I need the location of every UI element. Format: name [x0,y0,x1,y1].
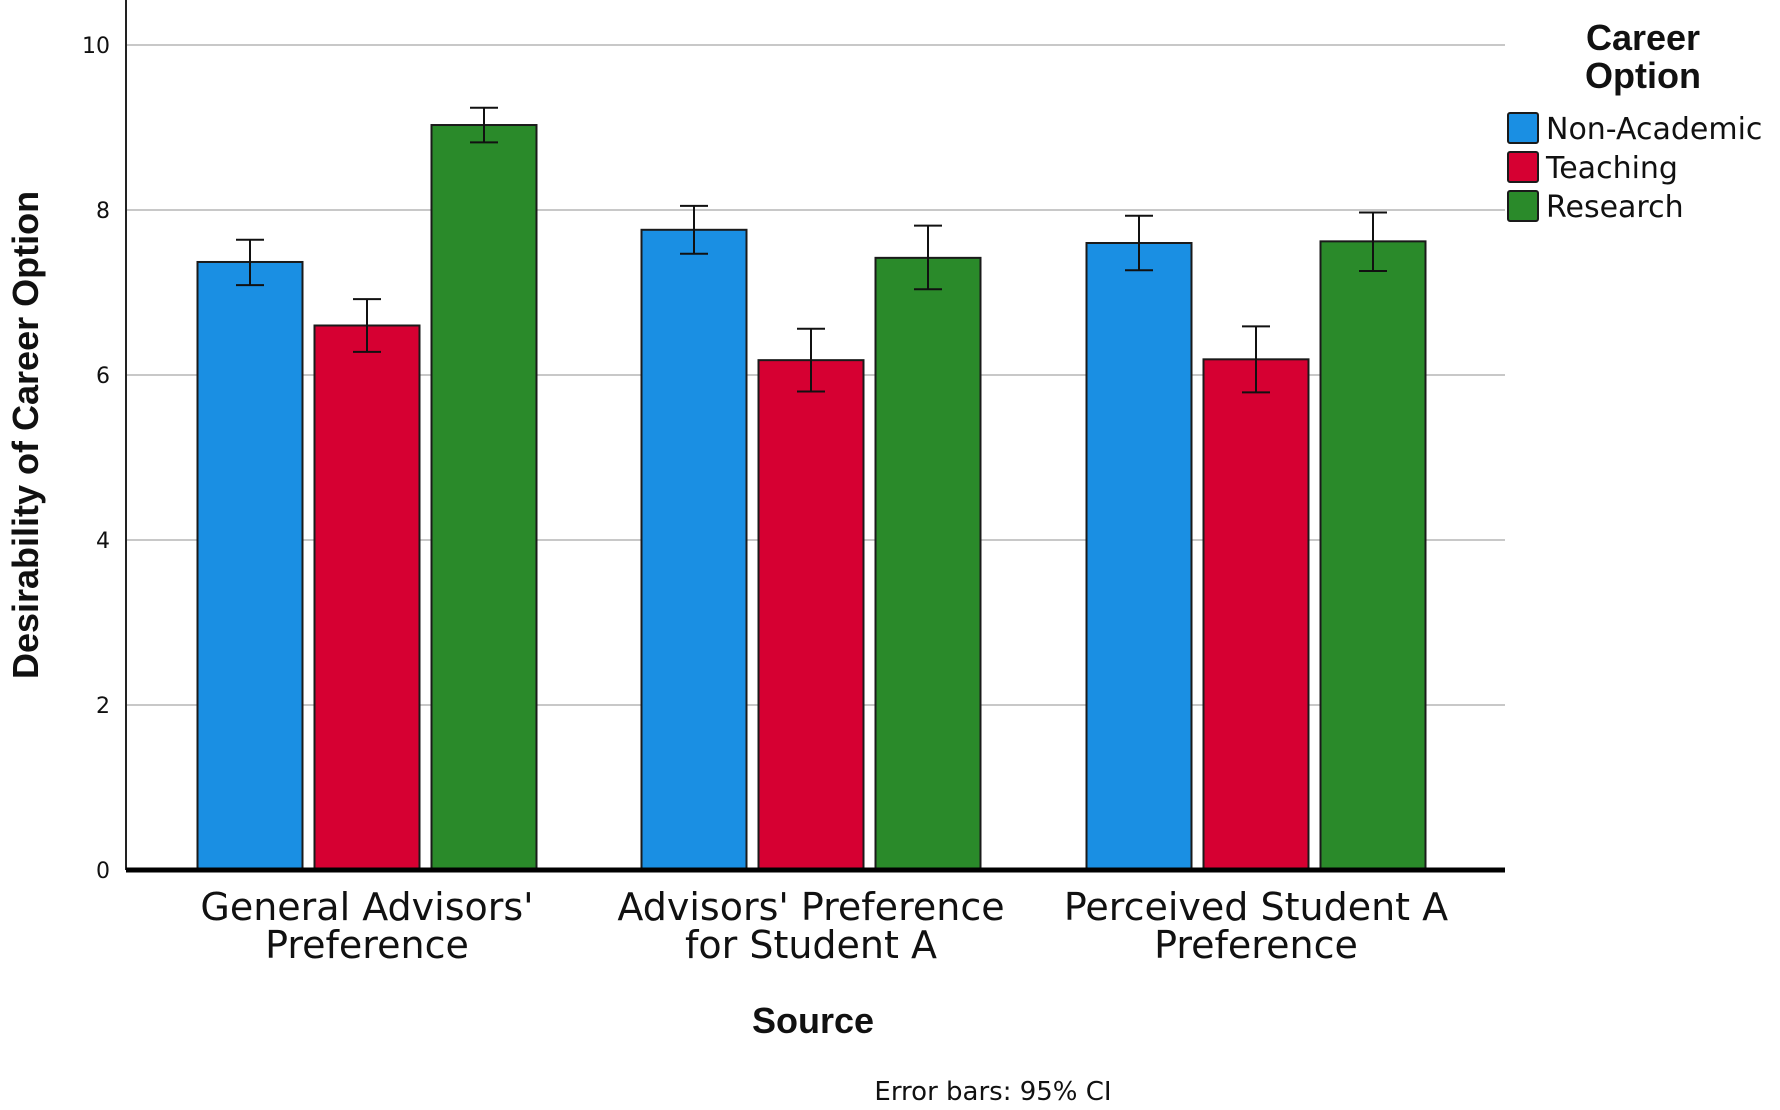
legend-swatch-1 [1507,151,1539,183]
x-category-label-0-0: General Advisors' [200,885,533,929]
y-tick-label-6: 6 [96,364,110,389]
y-tick-label-10: 10 [82,34,110,59]
y-tick-label-8: 8 [96,199,110,224]
legend-label-1: Teaching [1545,151,1678,186]
y-tick-label-4: 4 [96,529,110,554]
x-axis-title: Source [752,1000,874,1041]
bar-non-academic-0 [196,260,304,872]
x-category-label-2-0: Perceived Student A [1064,885,1448,929]
bar-teaching-1 [757,359,865,871]
bar-research-0 [430,124,538,871]
bar-research-2 [1319,240,1427,872]
x-category-label-1-0: Advisors' Preference [617,885,1004,929]
bar-non-academic-2 [1085,242,1193,871]
legend-swatch-2 [1507,190,1539,222]
legend-label-2: Research [1546,190,1684,225]
x-category-label-1-1: for Student A [685,923,937,967]
legend-title-0: Career [1586,17,1700,58]
y-tick-label-2: 2 [96,694,110,719]
legend-swatch-0 [1507,112,1539,144]
bar-teaching-2 [1202,358,1310,871]
y-tick-label-0: 0 [96,859,110,884]
x-category-label-2-1: Preference [1154,923,1358,967]
legend-label-0: Non-Academic [1546,112,1762,147]
x-category-label-0-1: Preference [265,923,469,967]
legend-title-1: Option [1585,55,1701,96]
bar-teaching-0 [313,324,421,871]
bar-research-1 [874,256,982,872]
bar-non-academic-1 [640,228,748,872]
error-bars-note: Error bars: 95% CI [874,1077,1111,1107]
y-axis-title: Desirability of Career Option [5,191,46,679]
